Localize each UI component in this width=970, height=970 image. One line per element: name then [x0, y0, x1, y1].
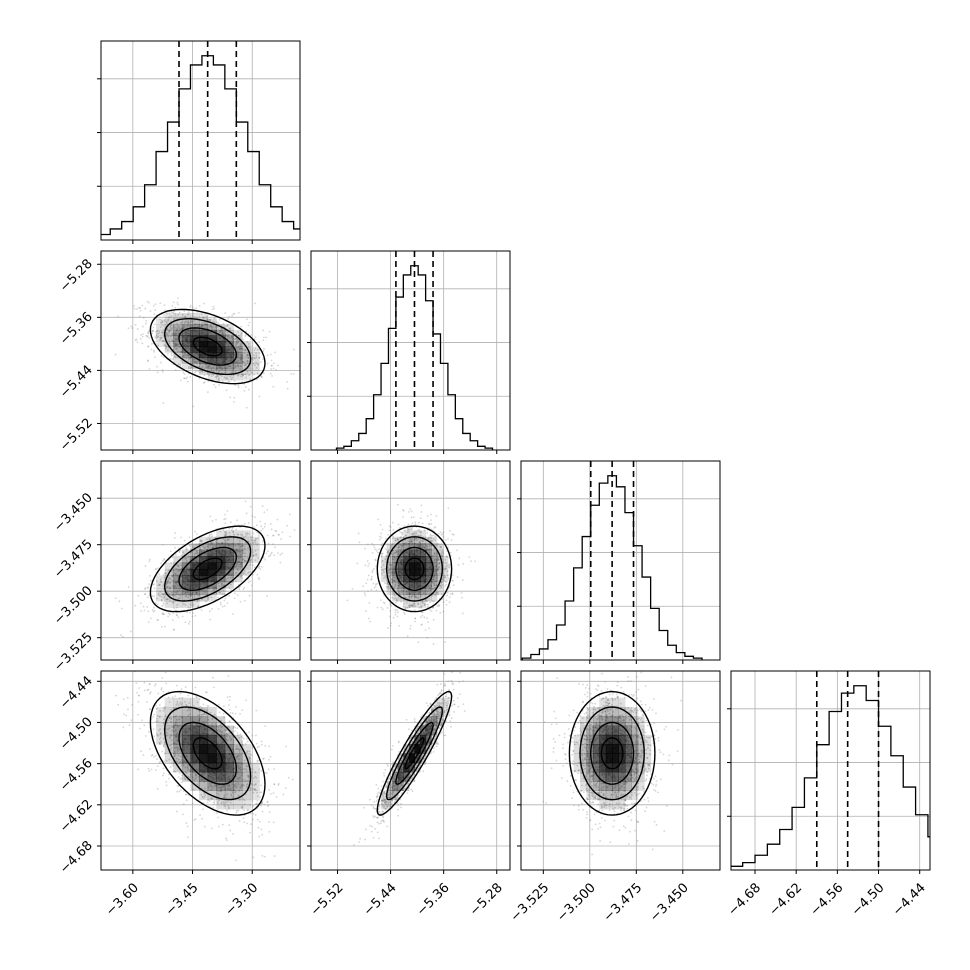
xtick-label: −3.30 — [223, 880, 262, 919]
panel-frame — [310, 250, 511, 451]
panel-3-0: −3.60 −3.45 −3.30 −4.68−4.62−4.56−4.50−4.44 — [57, 670, 301, 919]
ytick-label: −3.525 — [51, 630, 96, 675]
contour-0 — [192, 737, 223, 770]
density-cells — [381, 697, 449, 810]
contour-0 — [404, 737, 425, 770]
contour-1 — [395, 546, 434, 592]
contour-0 — [192, 557, 223, 581]
panel-2-2 — [517, 460, 721, 664]
xtick-label: −4.50 — [849, 880, 888, 919]
ytick-label: −3.450 — [51, 490, 96, 535]
xtick-label: −3.475 — [601, 880, 646, 925]
density-cells — [156, 697, 260, 810]
contour-1 — [178, 546, 237, 592]
panel-frame — [100, 460, 301, 661]
ytick-label: −4.68 — [57, 838, 96, 877]
panel-frame — [520, 670, 721, 871]
panel-frame — [100, 250, 301, 451]
ytick-label: −5.52 — [57, 416, 96, 455]
panel-1-1 — [307, 250, 511, 454]
panel-0-0 — [97, 40, 301, 244]
panel-2-1 — [307, 460, 511, 664]
contour-2 — [163, 706, 252, 801]
xtick-label: −5.52 — [308, 880, 347, 919]
contour-0 — [192, 336, 223, 357]
xtick-label: −5.44 — [361, 880, 400, 919]
xtick-label: −5.28 — [467, 880, 506, 919]
contour-1 — [395, 721, 434, 785]
contour-2 — [385, 536, 443, 602]
contour-2 — [163, 318, 252, 376]
ytick-label: −4.50 — [57, 715, 96, 754]
xtick-label: −3.60 — [103, 880, 142, 919]
contour-0 — [404, 557, 425, 581]
contour-3 — [149, 690, 266, 816]
contour-3 — [149, 525, 266, 613]
panel-3-3: −4.68 −4.62 −4.56 −4.50 −4.44 — [725, 670, 931, 919]
density-cells — [381, 530, 449, 608]
ytick-label: −3.475 — [51, 537, 96, 582]
contour-3 — [376, 690, 453, 816]
contour-2 — [579, 706, 645, 801]
xtick-label: −3.450 — [647, 880, 692, 925]
panel-frame — [520, 460, 721, 661]
ytick-label: −4.62 — [57, 797, 96, 836]
panel-3-2: −3.525 −3.500 −3.475 −3.450 — [508, 670, 721, 925]
panel-frame — [730, 670, 931, 871]
contour-1 — [178, 327, 237, 366]
panel-1-0: −5.52 −5.44 −5.36 −5.28 — [57, 250, 301, 455]
panel-2-0: −3.525−3.500−3.475−3.450 — [51, 460, 301, 675]
panel-frame — [100, 40, 301, 241]
contour-1 — [178, 721, 237, 785]
contour-3 — [376, 525, 453, 613]
panel-frame — [310, 670, 511, 871]
xtick-label: −5.36 — [414, 880, 453, 919]
contour-2 — [385, 706, 443, 801]
contour-3 — [149, 308, 266, 385]
ytick-label: −4.44 — [57, 674, 96, 713]
histogram-3 — [731, 685, 930, 867]
ytick-label: −5.44 — [57, 363, 96, 402]
panel-frame — [310, 460, 511, 661]
xtick-label: −4.44 — [890, 880, 929, 919]
contour-1 — [589, 721, 635, 785]
ytick-label: −5.36 — [57, 310, 96, 349]
contour-2 — [163, 536, 252, 602]
ytick-label: −5.28 — [57, 256, 96, 295]
contour-3 — [568, 690, 656, 816]
xtick-label: −4.62 — [766, 880, 805, 919]
ytick-label: −3.500 — [51, 583, 96, 628]
xtick-label: −3.500 — [554, 880, 599, 925]
xtick-label: −4.68 — [725, 880, 764, 919]
xtick-label: −3.45 — [163, 880, 202, 919]
contour-0 — [600, 737, 624, 770]
panel-frame — [100, 670, 301, 871]
panel-3-1: −5.52 −5.44 −5.36 −5.28 — [307, 670, 511, 919]
xtick-label: −4.56 — [808, 880, 847, 919]
xtick-label: −3.525 — [508, 880, 553, 925]
ytick-label: −4.56 — [57, 756, 96, 795]
